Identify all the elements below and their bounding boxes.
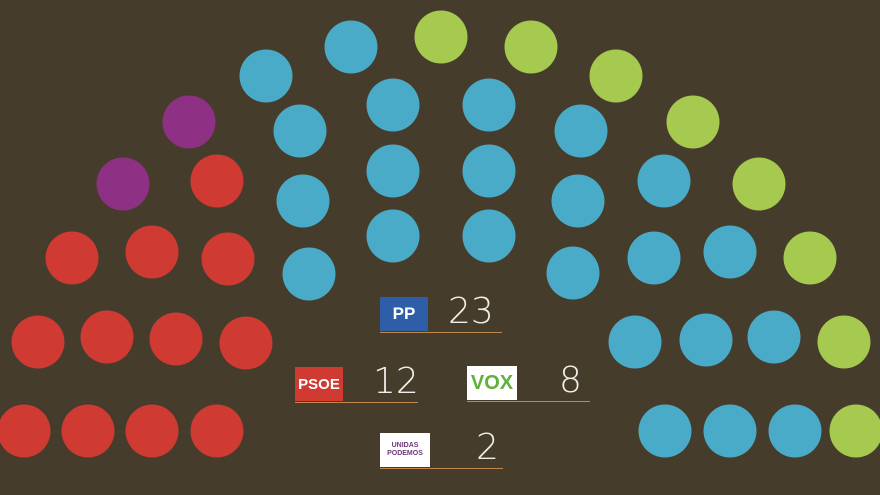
seat-psoe [149, 312, 203, 366]
seat-vox [732, 157, 786, 211]
seat-pp [638, 404, 692, 458]
seat-pp [462, 144, 516, 198]
seat-pp [366, 78, 420, 132]
seat-psoe [201, 232, 255, 286]
seat-pp [324, 20, 378, 74]
psoe-seat-count: 12 [373, 361, 419, 402]
seat-vox [504, 20, 558, 74]
seat-psoe [125, 225, 179, 279]
seat-psoe [219, 316, 273, 370]
seat-pp [551, 174, 605, 228]
legend-psoe: PSOE 12 [295, 361, 419, 403]
seat-vox [829, 404, 880, 458]
seat-pp [554, 104, 608, 158]
seat-psoe [190, 154, 244, 208]
seat-pp [282, 247, 336, 301]
pp-seat-count: 23 [448, 291, 494, 332]
seat-vox [783, 231, 837, 285]
seat-psoe [45, 231, 99, 285]
seat-unidas-podemos [162, 95, 216, 149]
seat-pp [276, 174, 330, 228]
pp-logo: PP [380, 297, 428, 331]
psoe-logo: PSOE [295, 367, 343, 401]
seat-unidas-podemos [96, 157, 150, 211]
podemos-seat-count: 2 [476, 427, 499, 468]
seat-pp [703, 404, 757, 458]
seat-pp [546, 246, 600, 300]
seat-vox [666, 95, 720, 149]
seat-psoe [61, 404, 115, 458]
seat-psoe [80, 310, 134, 364]
seat-pp [703, 225, 757, 279]
seat-pp [747, 310, 801, 364]
seat-psoe [125, 404, 179, 458]
seat-pp [679, 313, 733, 367]
seat-pp [608, 315, 662, 369]
seat-vox [817, 315, 871, 369]
seat-vox [414, 10, 468, 64]
seat-pp [627, 231, 681, 285]
seat-pp [768, 404, 822, 458]
seat-psoe [190, 404, 244, 458]
vox-logo: VOX [467, 366, 517, 400]
seat-pp [637, 154, 691, 208]
seat-vox [589, 49, 643, 103]
legend-vox: VOX 8 [467, 360, 590, 402]
seat-psoe [0, 404, 51, 458]
seat-psoe [11, 315, 65, 369]
seat-pp [273, 104, 327, 158]
vox-seat-count: 8 [559, 360, 582, 401]
podemos-logo: UNIDAS PODEMOS [380, 433, 430, 467]
seat-pp [462, 78, 516, 132]
seat-pp [366, 209, 420, 263]
seat-pp [462, 209, 516, 263]
legend-podemos: UNIDAS PODEMOS 2 [380, 427, 503, 469]
legend-pp: PP 23 [380, 291, 502, 333]
seat-pp [366, 144, 420, 198]
seat-pp [239, 49, 293, 103]
